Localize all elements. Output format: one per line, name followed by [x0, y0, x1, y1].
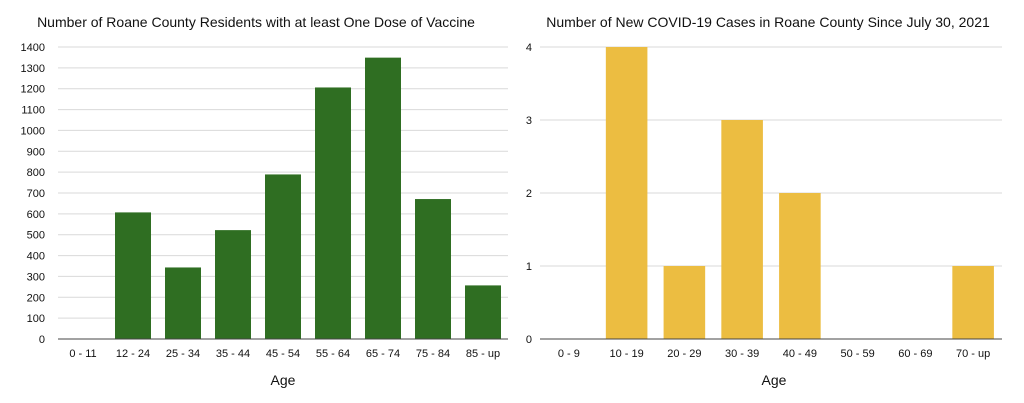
x-tick-label: 55 - 64: [316, 348, 350, 360]
bar: [952, 266, 994, 339]
y-tick-label: 2: [526, 188, 532, 200]
bar: [165, 267, 201, 339]
y-tick-label: 400: [27, 251, 45, 263]
bar: [605, 47, 648, 339]
y-tick-label: 500: [27, 230, 45, 242]
y-tick-label: 1400: [21, 42, 45, 54]
bar: [365, 57, 401, 339]
x-tick-label: 25 - 34: [166, 348, 200, 360]
bar: [115, 212, 151, 339]
bar: [721, 120, 763, 339]
y-tick-label: 4: [526, 42, 532, 54]
bar: [779, 193, 821, 339]
x-tick-label: 30 - 39: [725, 348, 759, 360]
x-tick-label: 40 - 49: [783, 348, 817, 360]
x-axis-title: Age: [270, 372, 296, 388]
bar: [415, 199, 451, 339]
y-tick-label: 300: [27, 271, 45, 283]
x-tick-label: 70 - up: [956, 348, 990, 360]
x-tick-label: 50 - 59: [841, 348, 875, 360]
y-tick-label: 1100: [21, 105, 45, 117]
x-tick-label: 65 - 74: [366, 348, 400, 360]
x-tick-label: 12 - 24: [116, 348, 150, 360]
x-tick-label: 20 - 29: [667, 348, 701, 360]
y-tick-label: 3: [526, 115, 532, 127]
covid-cases-chart-plot: 0 1 2 3 4 0 - 9 10 - 19 20 - 29 30 - 39 40 - 49 50…: [526, 42, 1002, 360]
x-tick-label: 0 - 11: [69, 348, 96, 360]
bar: [465, 285, 501, 339]
y-tick-label: 800: [27, 167, 45, 179]
y-tick-label: 100: [27, 313, 45, 325]
y-tick-label: 1: [526, 261, 532, 273]
bar: [663, 266, 706, 339]
bar: [215, 230, 251, 339]
covid-cases-chart: Number of New COVID-19 Cases in Roane Co…: [512, 0, 1024, 403]
bar: [265, 174, 301, 339]
vaccine-chart: Number of Roane County Residents with at…: [21, 14, 508, 388]
y-tick-label: 600: [27, 209, 45, 221]
y-tick-label: 200: [27, 292, 45, 304]
y-tick-label: 0: [526, 334, 532, 346]
y-tick-label: 1300: [21, 63, 45, 75]
x-tick-label: 35 - 44: [216, 348, 250, 360]
y-tick-label: 700: [27, 188, 45, 200]
y-tick-label: 900: [27, 146, 45, 158]
vaccine-chart-plot: 0 100 200 300 400 500 600 700 800 900 1000 1100 1200…: [21, 42, 508, 360]
chart-title: Number of New COVID-19 Cases in Roane Co…: [546, 14, 990, 30]
y-tick-label: 1000: [21, 125, 45, 137]
chart-title: Number of Roane County Residents with at…: [37, 14, 475, 30]
x-tick-label: 60 - 69: [898, 348, 932, 360]
y-tick-label: 1200: [21, 84, 45, 96]
x-tick-label: 75 - 84: [416, 348, 450, 360]
y-tick-label: 0: [39, 334, 45, 346]
x-tick-label: 85 - up: [466, 348, 500, 360]
x-tick-label: 0 - 9: [558, 348, 580, 360]
x-axis-title: Age: [761, 372, 787, 388]
bar: [315, 87, 351, 339]
x-tick-label: 10 - 19: [610, 348, 644, 360]
x-tick-label: 45 - 54: [266, 348, 300, 360]
